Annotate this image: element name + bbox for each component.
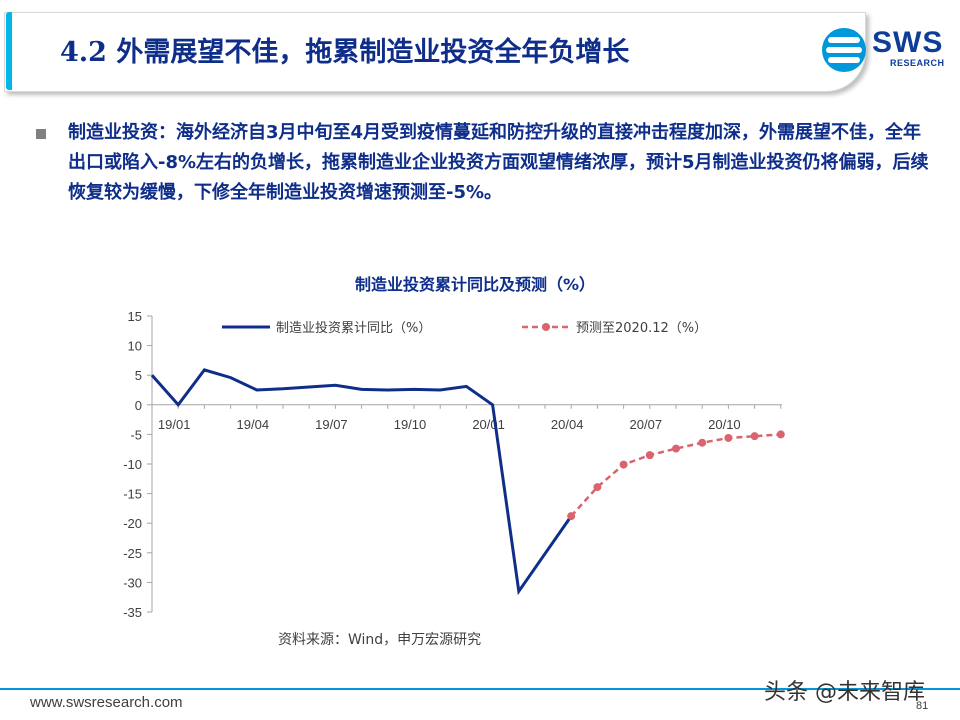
y-tick-label: -10 [123,457,142,472]
footer-divider [0,688,960,690]
y-tick-label: -30 [123,575,142,590]
page-number: 81 [916,700,929,712]
forecast-point [567,512,576,521]
x-tick-label: 19/07 [315,417,348,432]
x-tick-label: 19/01 [158,417,191,432]
forecast-point [698,438,707,447]
forecast-point [776,430,785,439]
x-tick-label: 20/10 [708,417,741,432]
y-tick-label: 5 [135,368,142,383]
y-tick-label: 10 [128,339,142,354]
source-note: 资料来源：Wind，申万宏源研究 [278,632,482,648]
title-bar [4,12,866,92]
forecast-point [619,460,628,469]
slide-title: 4.2 外需展望不佳，拖累制造业投资全年负增长 [60,37,630,68]
x-tick-label: 20/04 [551,417,584,432]
forecast-point [645,451,654,460]
x-tick-label: 20/01 [472,417,505,432]
forecast-point [724,433,733,442]
logo-text: SWS [872,26,944,59]
y-tick-label: -15 [123,487,142,502]
chart-title: 制造业投资累计同比及预测（%） [355,275,595,294]
legend-marker [542,323,550,331]
x-tick-label: 19/04 [237,417,270,432]
x-tick-label: 19/10 [394,417,427,432]
forecast-point [672,444,680,453]
y-tick-label: -20 [123,516,142,531]
series-line-actual [150,368,573,596]
y-tick-label: -25 [123,546,142,561]
forecast-point [750,432,759,441]
y-tick-label: 0 [135,398,142,413]
y-tick-label: 15 [128,309,142,324]
logo-subtext: RESEARCH [890,58,945,68]
watermark: 头条 @未来智库 [764,680,925,705]
legend-label-forecast: 预测至2020.12（%） [576,321,707,336]
footer-url: www.swsresearch.com [30,694,183,711]
x-tick-label: 20/07 [630,417,663,432]
sws-logo: SWS RESEARCH [822,26,952,74]
bullet-square-icon [36,129,46,139]
y-tick-label: -35 [123,605,142,620]
y-tick-label: -5 [130,427,142,442]
legend-label-actual: 制造业投资累计同比（%） [276,320,431,336]
body-paragraph: 制造业投资：海外经济自3月中旬至4月受到疫情蔓延和防控升级的直接冲击程度加深，外… [68,122,929,203]
forecast-point [593,483,602,492]
title-accent-bar [6,12,12,90]
series-line-forecast [570,433,781,517]
logo-mark-icon [822,28,866,72]
